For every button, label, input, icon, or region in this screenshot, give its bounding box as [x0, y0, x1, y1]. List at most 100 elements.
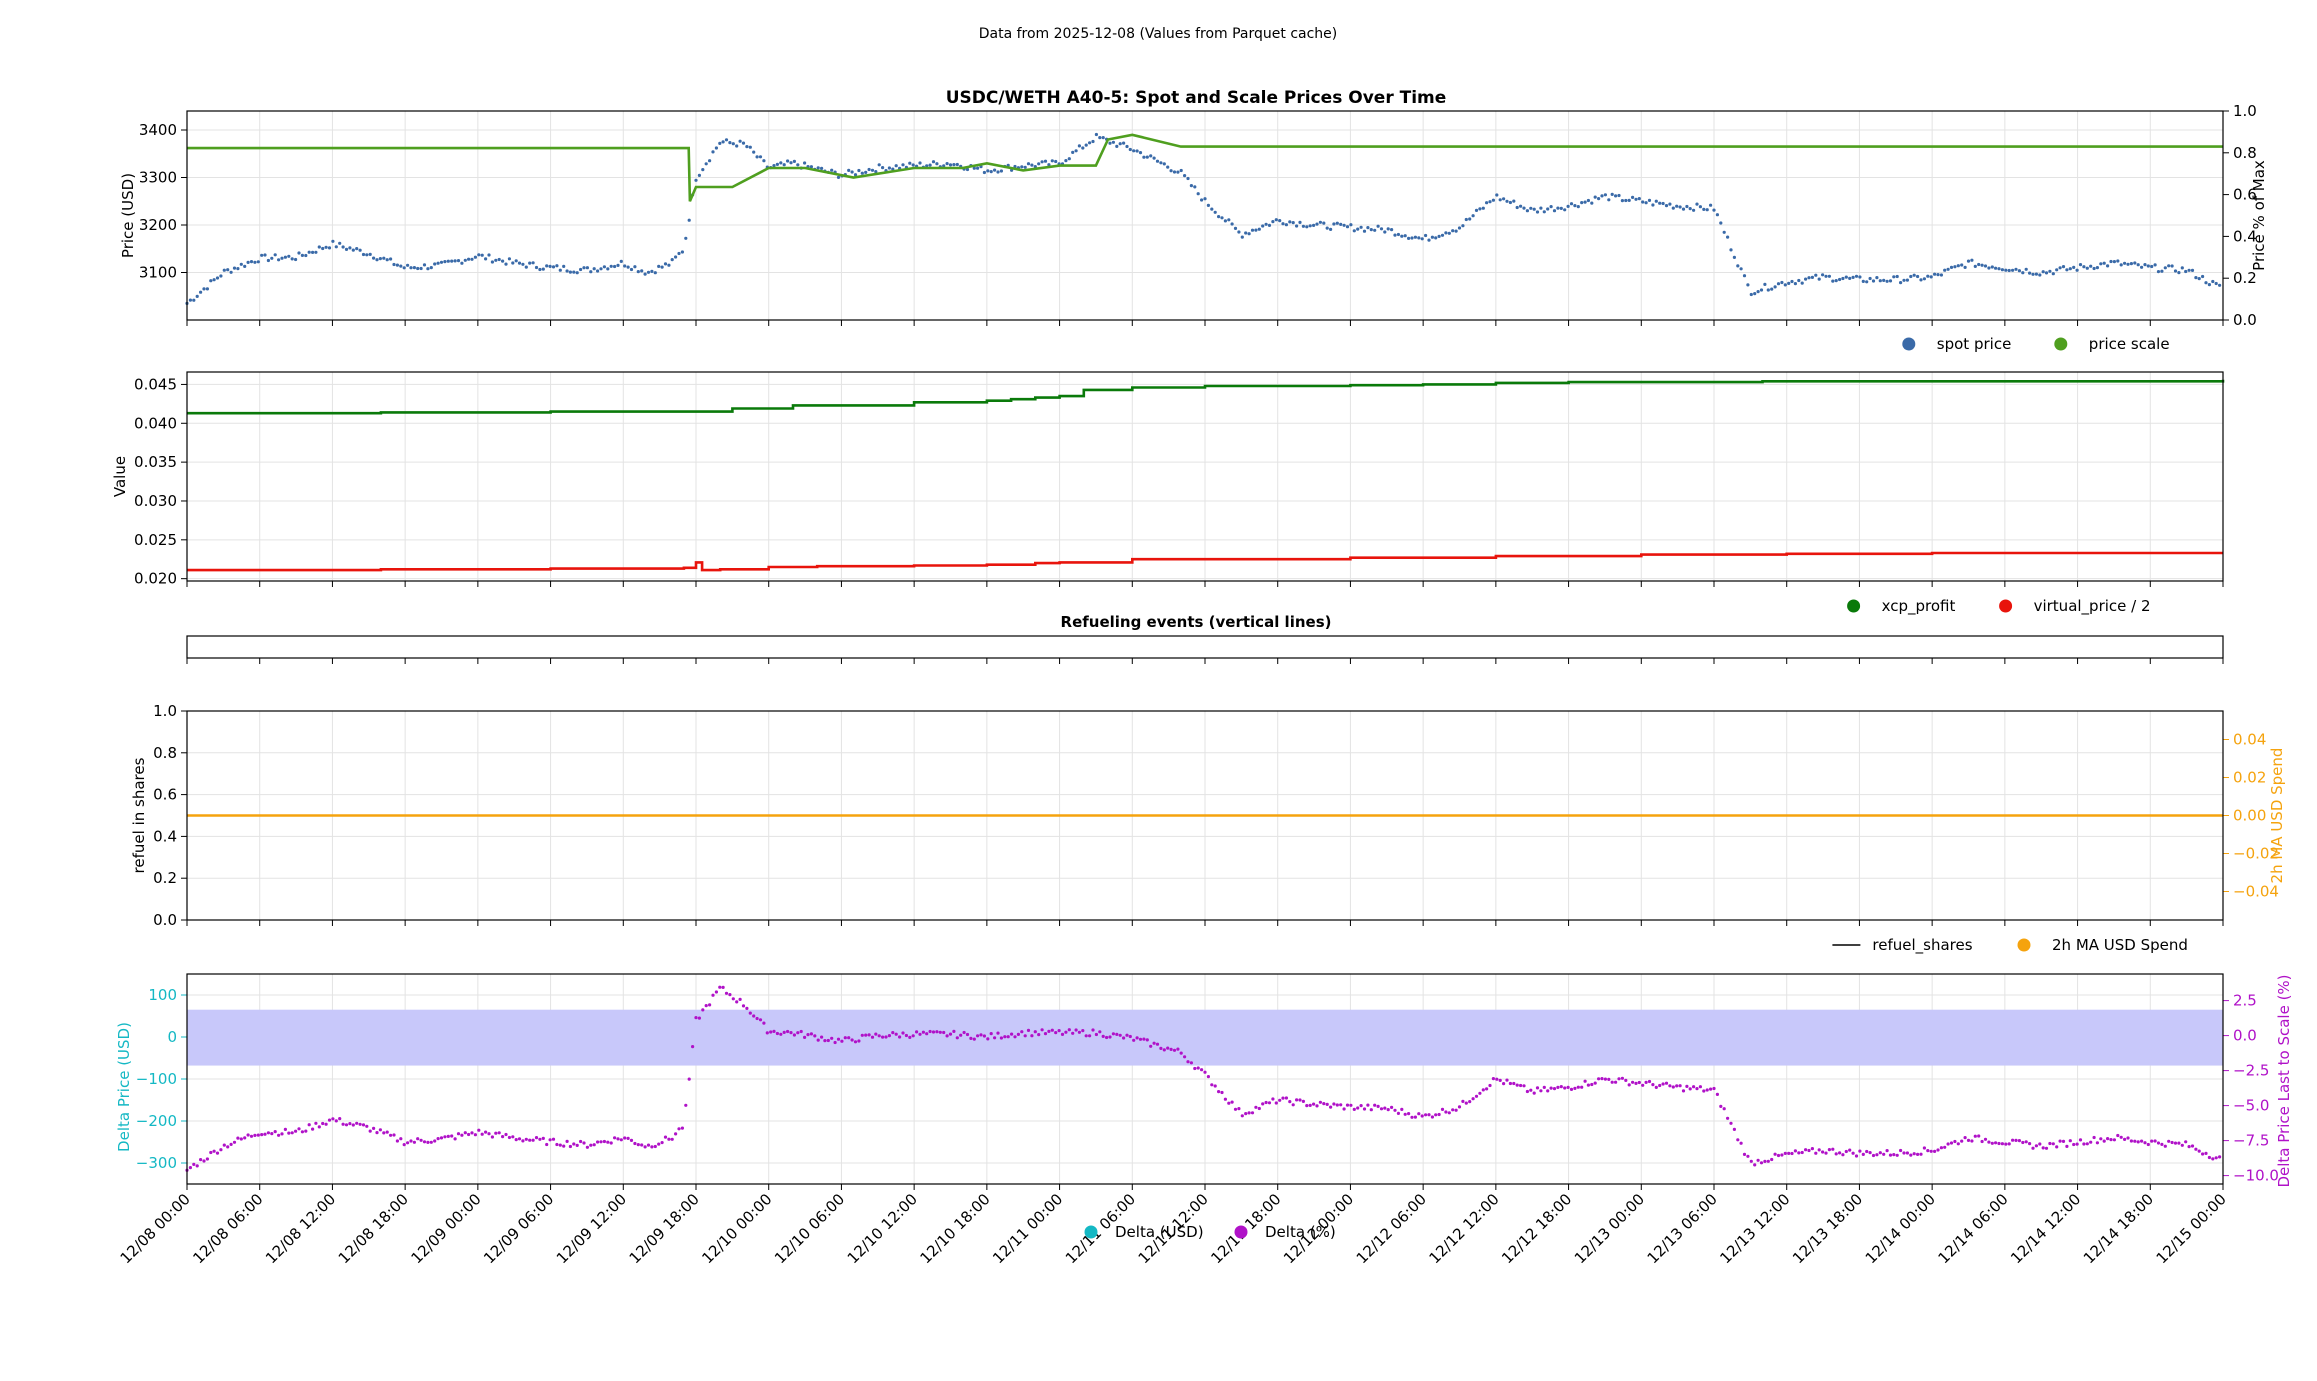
spot-point	[317, 245, 321, 249]
delta-point	[1895, 1153, 1899, 1157]
delta-point	[402, 1143, 406, 1147]
spot-point	[592, 267, 596, 271]
spot-point	[1600, 194, 1604, 198]
spot-point	[2068, 267, 2072, 271]
spot-point	[1291, 221, 1295, 225]
spot-point	[697, 173, 702, 177]
delta-point	[2004, 1142, 2008, 1146]
spot-point	[694, 178, 698, 182]
spot-point	[918, 161, 922, 165]
spot-point	[450, 259, 454, 263]
delta-point	[1447, 1111, 1451, 1115]
delta-point	[375, 1131, 379, 1135]
spot-point	[2109, 259, 2113, 264]
delta-point	[1159, 1046, 1163, 1050]
delta-point	[1386, 1108, 1390, 1112]
delta-point	[1101, 1034, 1105, 1038]
y-right-tick-label: −10.0	[2233, 1167, 2279, 1185]
delta-point	[1994, 1141, 1998, 1145]
delta-point	[531, 1138, 535, 1142]
spot-point	[1912, 273, 1916, 277]
spot-point	[789, 161, 793, 165]
spot-point	[996, 170, 1000, 174]
spot-point	[680, 250, 685, 254]
delta-point	[640, 1143, 644, 1147]
delta-point	[1193, 1066, 1197, 1071]
delta-point	[813, 1034, 817, 1038]
delta-point	[1719, 1104, 1723, 1108]
legend-item: Delta (USD)	[1084, 1223, 1204, 1241]
spot-point	[351, 248, 355, 252]
delta-point	[1573, 1086, 1577, 1090]
x-tick-label: 12/12 12:00	[1425, 1190, 1502, 1267]
delta-point	[874, 1032, 878, 1036]
spot-point	[1152, 156, 1156, 160]
spot-point	[1244, 231, 1248, 235]
delta-point	[311, 1127, 315, 1131]
delta-point	[338, 1117, 342, 1121]
delta-point	[867, 1033, 871, 1037]
delta-point	[504, 1132, 508, 1137]
delta-point	[1844, 1149, 1848, 1154]
delta-point	[450, 1134, 454, 1138]
delta-point	[1237, 1107, 1241, 1111]
y-tick-label: 0.020	[134, 570, 177, 588]
delta-point	[1132, 1038, 1136, 1042]
delta-point	[694, 1016, 698, 1020]
spot-point	[324, 245, 328, 249]
spot-point	[1485, 201, 1489, 205]
spot-point	[2031, 272, 2035, 276]
delta-point	[823, 1039, 827, 1043]
spot-point	[1746, 283, 1750, 287]
spot-point	[1695, 202, 1699, 206]
spot-point	[470, 257, 474, 261]
spot-point	[480, 253, 484, 257]
delta-point	[1332, 1102, 1336, 1106]
delta-point	[894, 1032, 898, 1036]
delta-point	[969, 1036, 973, 1040]
spot-point	[1929, 275, 1933, 279]
y-tick-label: 3100	[139, 264, 177, 282]
delta-point	[1227, 1101, 1231, 1105]
spot-point	[1546, 207, 1550, 211]
y-right-tick-label: 0.4	[2233, 227, 2257, 245]
spot-point	[1539, 206, 1543, 210]
delta-point	[521, 1139, 525, 1143]
spot-point	[402, 266, 406, 270]
spot-point	[2000, 268, 2004, 272]
spot-point	[2187, 268, 2191, 272]
delta-point	[1254, 1105, 1258, 1109]
delta-point	[1478, 1091, 1482, 1095]
spot-point	[993, 168, 997, 172]
spot-point	[487, 253, 491, 257]
delta-point	[1868, 1151, 1872, 1155]
delta-point	[670, 1137, 674, 1141]
delta-point	[1634, 1081, 1638, 1085]
spot-point	[1566, 204, 1570, 208]
spot-point	[1987, 266, 1991, 270]
spot-point	[226, 268, 230, 272]
spot-point	[212, 278, 216, 282]
spot-point	[1047, 163, 1051, 167]
delta-point	[697, 1016, 702, 1020]
spot-point	[1715, 213, 1719, 217]
delta-point	[249, 1134, 254, 1138]
spot-point	[2028, 271, 2032, 275]
spot-point	[1488, 200, 1492, 204]
delta-point	[704, 1004, 708, 1008]
spot-point	[1074, 149, 1078, 153]
spot-point	[1271, 220, 1275, 224]
delta-point	[982, 1034, 987, 1038]
series-spot-price	[185, 132, 2222, 305]
delta-point	[473, 1133, 477, 1137]
spot-point	[860, 171, 864, 175]
spot-point	[1213, 210, 1217, 214]
delta-point	[412, 1140, 416, 1144]
spot-point	[1556, 206, 1560, 210]
delta-point	[962, 1030, 966, 1035]
spot-point	[976, 166, 980, 170]
panel-1	[186, 111, 2224, 326]
spot-point	[290, 257, 294, 261]
spot-point	[1586, 198, 1590, 203]
spot-point	[297, 251, 301, 255]
